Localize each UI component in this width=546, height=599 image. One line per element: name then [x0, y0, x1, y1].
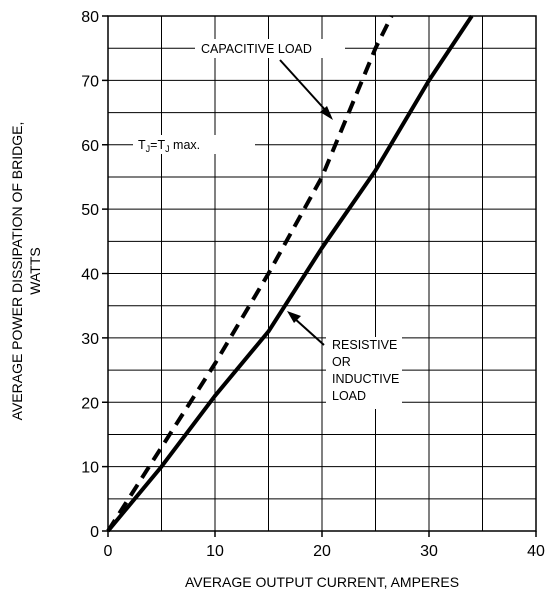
tj-label-bg — [133, 135, 255, 154]
y-tick-label: 0 — [90, 524, 99, 541]
x-tick-label: 30 — [420, 543, 438, 560]
y-tick-label: 80 — [81, 9, 99, 26]
y-tick-label: 20 — [81, 395, 99, 412]
series-lines — [106, 14, 474, 533]
x-tick-label: 20 — [313, 543, 331, 560]
x-tick-label: 0 — [104, 543, 113, 560]
capacitive-load-label: CAPACITIVE LOAD — [201, 42, 312, 56]
resistive-load-curve — [106, 14, 474, 533]
tick-labels: 0 10 20 30 40 0 10 20 30 40 50 60 70 80 — [81, 9, 545, 560]
capacitive-arrow-line — [279, 59, 329, 114]
capacitive-arrow-head — [320, 106, 333, 120]
resistive-label: RESISTIVE OR INDUCTIVE LOAD — [332, 338, 403, 403]
y-tick-label: 60 — [81, 138, 99, 155]
resistive-arrow-line — [293, 317, 325, 346]
y-axis-title-line1: AVERAGE POWER DISSIPATION OF BRIDGE, — [9, 122, 25, 421]
y-tick-label: 50 — [81, 202, 99, 219]
y-tick-label: 40 — [81, 267, 99, 284]
x-tick-label: 40 — [527, 543, 545, 560]
y-tick-label: 30 — [81, 331, 99, 348]
tj-label: TJ=TJ max. — [138, 138, 200, 154]
resistive-arrow-head — [287, 311, 301, 323]
x-axis-title: AVERAGE OUTPUT CURRENT, AMPERES — [185, 574, 459, 590]
capacitive-label-bg — [195, 39, 345, 58]
annotations: CAPACITIVE LOAD TJ=TJ max. RESISTIVE OR … — [133, 39, 403, 409]
grid — [107, 15, 537, 532]
y-tick-label: 70 — [81, 73, 99, 90]
y-tick-label: 10 — [81, 460, 99, 477]
resistive-label-bg — [326, 337, 402, 409]
capacitive-load-curve — [106, 15, 394, 533]
y-axis-title-line2: WATTS — [27, 247, 43, 294]
x-tick-label: 10 — [206, 543, 224, 560]
